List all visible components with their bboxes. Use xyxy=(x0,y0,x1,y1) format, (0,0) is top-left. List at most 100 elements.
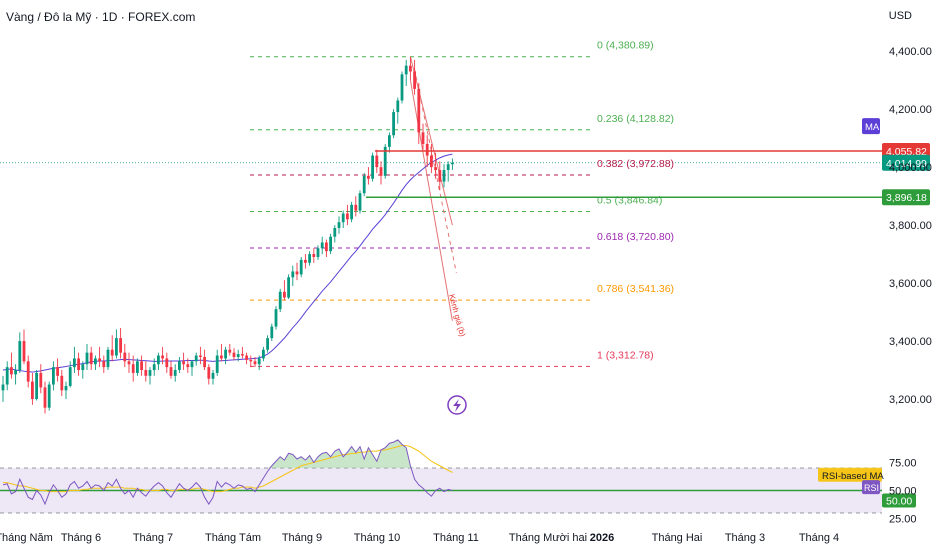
candle-body xyxy=(18,341,22,371)
candle xyxy=(203,349,206,371)
candle-body xyxy=(392,112,395,136)
candle xyxy=(52,361,55,391)
candle-body xyxy=(371,155,374,179)
candle-body xyxy=(186,364,190,368)
candle-body xyxy=(236,354,240,357)
currency-label[interactable]: USD xyxy=(888,10,912,22)
candle xyxy=(371,152,374,182)
candle xyxy=(295,262,299,281)
candle xyxy=(337,216,341,234)
candle xyxy=(220,343,223,362)
candle-body xyxy=(169,367,173,376)
candle xyxy=(1,375,5,402)
fib-level-label: 0.5 (3,846.84) xyxy=(597,195,662,207)
candle-body xyxy=(337,222,341,228)
candle-body xyxy=(430,155,433,168)
candle xyxy=(77,352,80,376)
candle-body xyxy=(358,193,362,211)
time-axis-tick: Tháng Tám xyxy=(205,532,261,544)
candle xyxy=(110,335,114,362)
candle-body xyxy=(417,88,421,133)
candle-body xyxy=(291,271,295,278)
candle-body xyxy=(115,338,118,356)
price-axis-tick: 4,000.00 xyxy=(889,162,932,174)
candle xyxy=(358,190,362,214)
candle-body xyxy=(404,65,408,75)
candle xyxy=(253,356,257,368)
fib-level-label: 0.786 (3,541.36) xyxy=(597,283,674,295)
candle-body xyxy=(346,213,349,220)
lightning-event-icon[interactable] xyxy=(447,395,467,415)
candle-body xyxy=(1,384,5,391)
candle-body xyxy=(329,236,332,252)
candle-body xyxy=(287,277,290,298)
candle xyxy=(131,355,135,382)
time-axis-tick: Tháng Mười hai xyxy=(509,532,587,544)
candle-body xyxy=(354,204,358,211)
candle-body xyxy=(203,356,206,368)
time-axis-tick: Tháng 10 xyxy=(354,532,400,544)
candle-body xyxy=(325,242,328,252)
candle xyxy=(417,83,421,144)
candle-body xyxy=(220,355,223,359)
candle-body xyxy=(64,385,68,391)
candle xyxy=(56,358,59,382)
rsi-axis-tick: 75.00 xyxy=(889,457,917,469)
candle-body xyxy=(299,259,303,275)
price-axis-tick: 4,400.00 xyxy=(889,46,932,58)
candle xyxy=(119,328,122,359)
chart-title: Vàng / Đô la Mỹ · 1D · FOREX.com xyxy=(6,10,196,24)
candle xyxy=(266,335,269,353)
candle-body xyxy=(270,326,274,339)
candle-body xyxy=(211,372,215,379)
candle-body xyxy=(215,355,219,373)
price-axis-tick: 3,600.00 xyxy=(889,278,932,290)
candle xyxy=(211,370,215,385)
candle-body xyxy=(438,170,442,182)
candle xyxy=(354,196,358,217)
candle xyxy=(438,161,442,191)
candle xyxy=(39,364,43,394)
candle-body xyxy=(14,370,17,375)
candle-body xyxy=(98,358,101,362)
ma-series-line xyxy=(2,153,453,373)
candle xyxy=(413,59,416,95)
candle xyxy=(299,256,303,278)
candle xyxy=(31,372,34,405)
candle xyxy=(325,239,328,257)
candle xyxy=(85,343,89,371)
candle-body xyxy=(257,358,261,365)
candle-body xyxy=(249,359,253,362)
candle-body xyxy=(274,309,278,327)
candle xyxy=(165,352,169,373)
candle-body xyxy=(89,352,93,365)
candle xyxy=(346,204,349,226)
candle-body xyxy=(94,358,97,365)
candle-body xyxy=(178,361,181,371)
time-axis-tick: Tháng 11 xyxy=(433,532,479,544)
candle xyxy=(283,280,286,301)
candle xyxy=(215,349,219,376)
candle xyxy=(236,349,240,362)
candle xyxy=(270,323,274,342)
candle-body xyxy=(106,349,110,368)
candle xyxy=(5,361,9,391)
candle xyxy=(274,306,278,330)
candle-body xyxy=(152,364,156,371)
candle xyxy=(409,56,412,81)
candle xyxy=(140,355,143,376)
candle-body xyxy=(341,213,345,223)
candle xyxy=(367,167,370,185)
fib-level-label: 1 (3,312.78) xyxy=(597,349,654,361)
candle xyxy=(392,109,395,139)
candle xyxy=(98,346,101,368)
candle-body xyxy=(10,367,13,375)
candle xyxy=(106,346,110,371)
candle-body xyxy=(81,364,85,371)
rsi-line xyxy=(2,439,453,506)
candle xyxy=(224,346,227,365)
candle-body xyxy=(157,355,160,365)
